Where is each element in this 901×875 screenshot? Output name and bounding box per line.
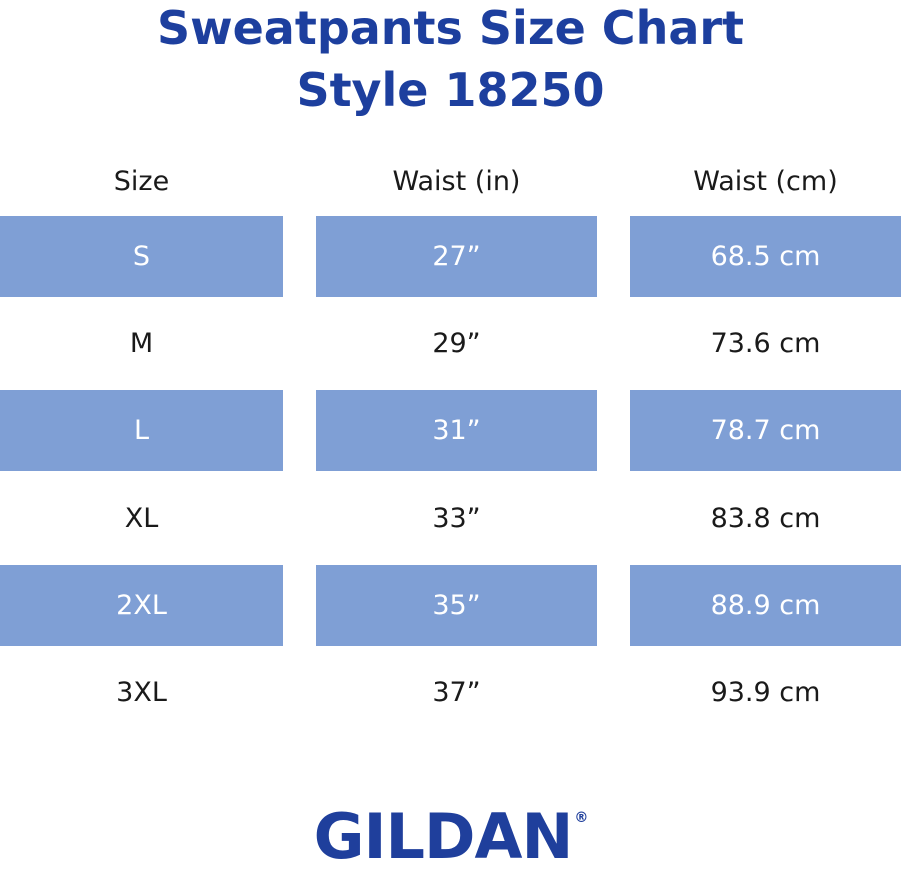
table-cell: 93.9 cm [710,677,821,708]
title: Sweatpants Size Chart [156,1,745,55]
logo-mark: ® [574,810,588,826]
table-cell: 35” [316,564,597,646]
table-cell: 31” [316,390,597,472]
table-cell: 83.8 cm [710,502,821,534]
table-cell: 88.9 cm [630,564,901,646]
table-cell: M [129,328,154,360]
table-cell: 33” [432,502,481,534]
table-cell: 3XL [116,677,167,708]
table-cell: 78.7 cm [630,390,901,472]
table-cell: 29” [432,328,481,360]
table-cell: L [0,390,283,472]
column-header: Waist (in) [392,165,521,197]
logo: GILDAN ® [0,780,901,875]
table-cell: 73.6 cm [710,328,821,360]
table-cell: 2XL [0,564,283,646]
table-cell: 68.5 cm [630,216,901,297]
table-cell: XL [124,502,159,534]
logo-text: GILDAN [313,800,574,873]
column-header: Size [113,165,170,197]
table-cell: 27” [316,216,597,297]
subtitle: Style 18250 [296,63,605,117]
table-cell: 37” [432,677,481,708]
column-header: Waist (cm) [693,165,838,197]
table-cell: S [0,216,283,297]
